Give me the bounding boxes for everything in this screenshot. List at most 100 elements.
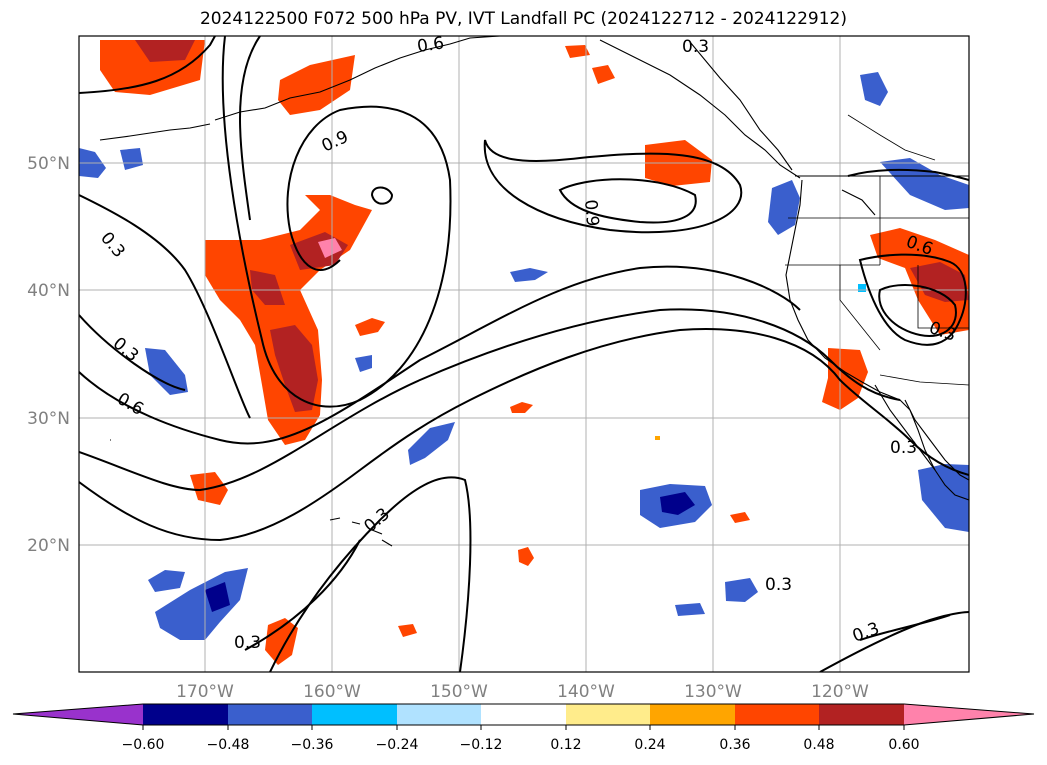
contour-line (269, 476, 472, 672)
us-west-coast (785, 179, 969, 501)
contour-line (79, 308, 901, 492)
aleutian-islands (99, 123, 211, 141)
anomaly-region (398, 624, 417, 637)
colorbar-tick-marks (142, 725, 905, 730)
contour-label: 0.3 (682, 37, 709, 57)
lon-label: 170°W (176, 682, 234, 702)
mexico-border (879, 374, 969, 386)
colorbar-segment (650, 704, 735, 725)
colorbar-segment (735, 704, 819, 725)
alaska-coast (214, 36, 501, 121)
map-frame (78, 35, 970, 673)
contour-line (858, 253, 967, 346)
anomaly-region (518, 547, 534, 566)
anomaly-region (355, 318, 385, 336)
anomaly-region (510, 268, 548, 282)
anomaly-region (355, 355, 372, 372)
colorbar-extend-high (904, 704, 1034, 725)
lat-label: 20°N (27, 536, 70, 556)
anomaly-region (278, 55, 355, 115)
contour-line (859, 614, 951, 641)
anomaly-region (135, 40, 195, 62)
contour-label: 0.3 (234, 633, 261, 653)
anomaly-region (318, 238, 342, 258)
pv-contours (79, 36, 969, 672)
colorbar-segment (143, 704, 228, 725)
anomaly-region (250, 270, 285, 305)
anomaly-region (565, 45, 590, 58)
contour-line (79, 328, 969, 542)
lat-label: 50°N (27, 154, 70, 174)
contour-line (558, 178, 697, 224)
bc-coast (689, 41, 793, 171)
gulf-of-california (904, 399, 969, 481)
colorbar-tick-label: −0.36 (291, 737, 334, 753)
anomaly-region (120, 148, 143, 170)
lat-label: 30°N (27, 409, 70, 429)
anomaly-region (730, 512, 750, 523)
lake-line (841, 189, 876, 216)
contour-line (239, 36, 261, 221)
anomaly-region (858, 284, 866, 292)
anomaly-region (205, 582, 230, 612)
colorbar-segment (481, 704, 566, 725)
map-title: 2024122500 F072 500 hPa PV, IVT Landfall… (199, 9, 847, 29)
contour-line (483, 139, 743, 234)
colorbar-segment (228, 704, 312, 725)
anomaly-region (148, 570, 185, 592)
lon-label: 160°W (303, 682, 361, 702)
contour-line (221, 36, 452, 408)
lon-label: 150°W (430, 682, 488, 702)
map-area: 0.6 0.3 0.9 0.3 0.9 0.6 0.3 0.6 0.3 0.3 … (79, 33, 969, 672)
colorbar-segment (312, 704, 397, 725)
anomaly-region (675, 603, 705, 616)
colorbar-tick-label: 0.36 (719, 737, 750, 753)
contour-line (244, 539, 361, 651)
anomaly-region (510, 402, 533, 413)
lon-label: 140°W (557, 682, 615, 702)
contour-line (878, 284, 957, 337)
colorbar-extend-low (13, 704, 143, 725)
anomaly-region (880, 158, 969, 210)
contour-label: 0.6 (416, 33, 446, 57)
baja-west-coast (874, 384, 936, 471)
state-border (839, 265, 881, 351)
colorbar-segment (819, 704, 904, 725)
colorbar: −0.60 −0.48 −0.36 −0.24 −0.12 0.12 0.24 … (12, 703, 1035, 753)
contour-line (79, 314, 186, 391)
anomaly-region (918, 464, 969, 532)
colorbar-segment (397, 704, 481, 725)
inland-border (847, 114, 936, 161)
colorbar-tick-label: 0.24 (634, 737, 665, 753)
negative-anomaly-shading (79, 72, 969, 640)
anomaly-region (768, 180, 800, 235)
se-alaska-coast (599, 39, 801, 179)
anomaly-region (270, 325, 318, 412)
lat-label: 40°N (27, 281, 70, 301)
anomaly-region (725, 578, 758, 602)
lon-label: 120°W (811, 682, 869, 702)
colorbar-tick-label: 0.12 (550, 737, 581, 753)
anomaly-region (265, 618, 298, 665)
latitude-labels: 50°N 40°N 30°N 20°N (27, 154, 70, 556)
anomaly-region (660, 492, 695, 515)
longitude-labels: 170°W 160°W 150°W 140°W 130°W 120°W (176, 682, 869, 702)
colorbar-tick-label: −0.24 (376, 737, 419, 753)
contour-label: 0.3 (890, 438, 917, 458)
colorbar-segment (566, 704, 650, 725)
colorbar-tick-label: 0.60 (888, 737, 919, 753)
contour-line (79, 265, 801, 445)
contour-label: 0.3 (765, 575, 792, 595)
contour-label: 0.9 (580, 199, 602, 228)
contour-line (370, 186, 394, 205)
colorbar-tick-label: −0.12 (460, 737, 503, 753)
hawaii-islands (329, 517, 393, 547)
anomaly-region (655, 436, 660, 440)
colorbar-tick-label: −0.48 (207, 737, 250, 753)
colorbar-tick-label: −0.60 (122, 737, 165, 753)
colorbar-tick-label: 0.48 (803, 737, 834, 753)
anomaly-region (910, 262, 969, 302)
graticule (79, 36, 969, 672)
contour-line (79, 194, 251, 419)
